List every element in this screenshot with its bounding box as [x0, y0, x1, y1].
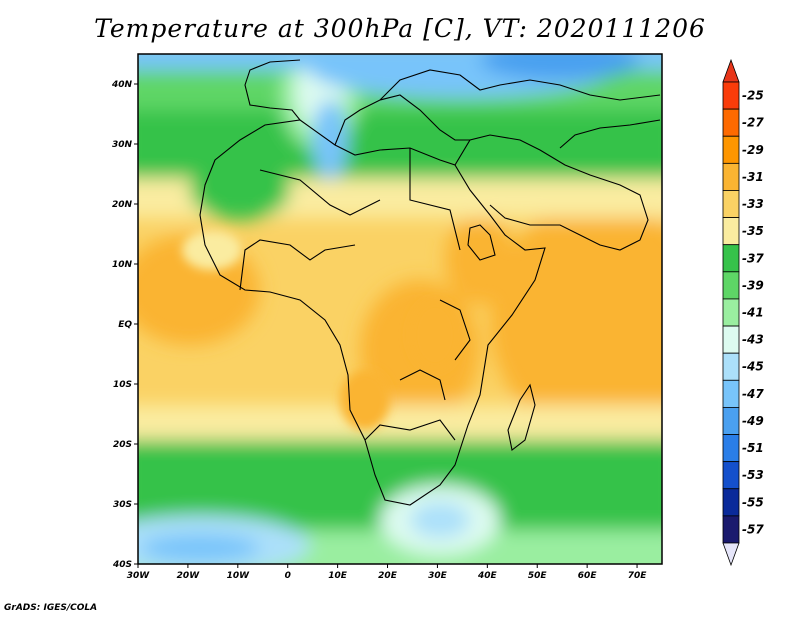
colorbar-swatch	[722, 461, 740, 490]
y-axis: 40N 30N 20N 10N EQ 10S 20S 30S 40S	[111, 80, 138, 570]
y-tick-label: 40N	[111, 80, 133, 90]
land-outline-icon	[199, 59, 661, 506]
x-axis: 30W 20W 10W 0 10E 20E 30E 40E 50E 60E 70E	[127, 564, 647, 581]
x-tick-label: 40E	[477, 571, 498, 581]
x-tick-label: 50E	[528, 571, 548, 581]
colorbar-swatch	[722, 244, 740, 273]
y-tick-label: 40S	[112, 560, 132, 570]
colorbar-swatch	[722, 217, 740, 246]
colorbar-label: -31	[742, 170, 764, 184]
colorbar-swatch	[722, 271, 740, 300]
x-tick-label: 20W	[177, 571, 201, 581]
colorbar-swatch	[722, 325, 740, 354]
x-tick-label: 60E	[578, 571, 598, 581]
x-tick-label: 10E	[328, 571, 348, 581]
colorbar-swatch	[722, 108, 740, 137]
x-tick-label: 30W	[127, 571, 151, 581]
colorbar-label: -27	[742, 116, 764, 130]
colorbar-swatch	[722, 515, 740, 544]
y-tick-label: 20S	[113, 440, 132, 450]
x-tick-label: 20E	[378, 571, 398, 581]
y-tick-label: 10S	[113, 380, 132, 390]
colorbar-swatch	[722, 352, 740, 381]
colorbar-label: -53	[742, 468, 764, 482]
y-tick-label: 10N	[112, 260, 133, 270]
colorbar-swatch	[722, 81, 740, 110]
y-tick-label: 20N	[112, 200, 133, 210]
colorbar-label: -41	[742, 306, 764, 320]
colorbar-label: -51	[742, 441, 764, 455]
colorbar-swatch	[722, 298, 740, 327]
colorbar-swatch	[722, 488, 740, 517]
colorbar-label: -49	[742, 414, 764, 428]
plot-frame	[137, 53, 663, 565]
colorbar-label: -45	[742, 360, 764, 374]
colorbar-label: -47	[742, 387, 764, 401]
x-tick-label: 0	[285, 571, 291, 581]
colorbar-swatch	[722, 190, 740, 218]
x-tick-label: 10W	[227, 571, 251, 581]
colorbar-label: -33	[742, 197, 764, 211]
colorbar-bottom-arrow	[722, 542, 740, 567]
colorbar: -25 -27 -29 -31 -33 -35 -37 -39 -41 -43 -45 -47 -49 -…	[722, 58, 764, 567]
colorbar-swatch	[722, 379, 740, 408]
colorbar-label: -29	[742, 143, 764, 157]
colorbar-label: -43	[742, 333, 764, 347]
colorbar-swatch	[722, 434, 740, 463]
colorbar-top-arrow	[722, 58, 740, 83]
grads-credit: GrADS: IGES/COLA	[4, 603, 98, 613]
y-tick-label: 30N	[112, 140, 133, 150]
colorbar-label: -37	[742, 251, 764, 265]
y-tick-label: 30S	[113, 500, 132, 510]
colorbar-swatch	[722, 162, 740, 191]
map-title: Temperature at 300hPa [C], VT: 202011120…	[94, 14, 706, 43]
temperature-field	[138, 54, 662, 564]
colorbar-label: -35	[742, 224, 764, 238]
colorbar-swatch	[722, 407, 740, 435]
colorbar-label: -25	[742, 89, 764, 103]
x-tick-label: 30E	[428, 571, 448, 581]
colorbar-label: -57	[742, 522, 764, 536]
colorbar-label: -55	[742, 495, 764, 509]
x-tick-label: 70E	[628, 571, 648, 581]
colorbar-label: -39	[742, 278, 764, 292]
colorbar-swatch	[722, 135, 740, 164]
y-tick-label: EQ	[118, 320, 132, 330]
